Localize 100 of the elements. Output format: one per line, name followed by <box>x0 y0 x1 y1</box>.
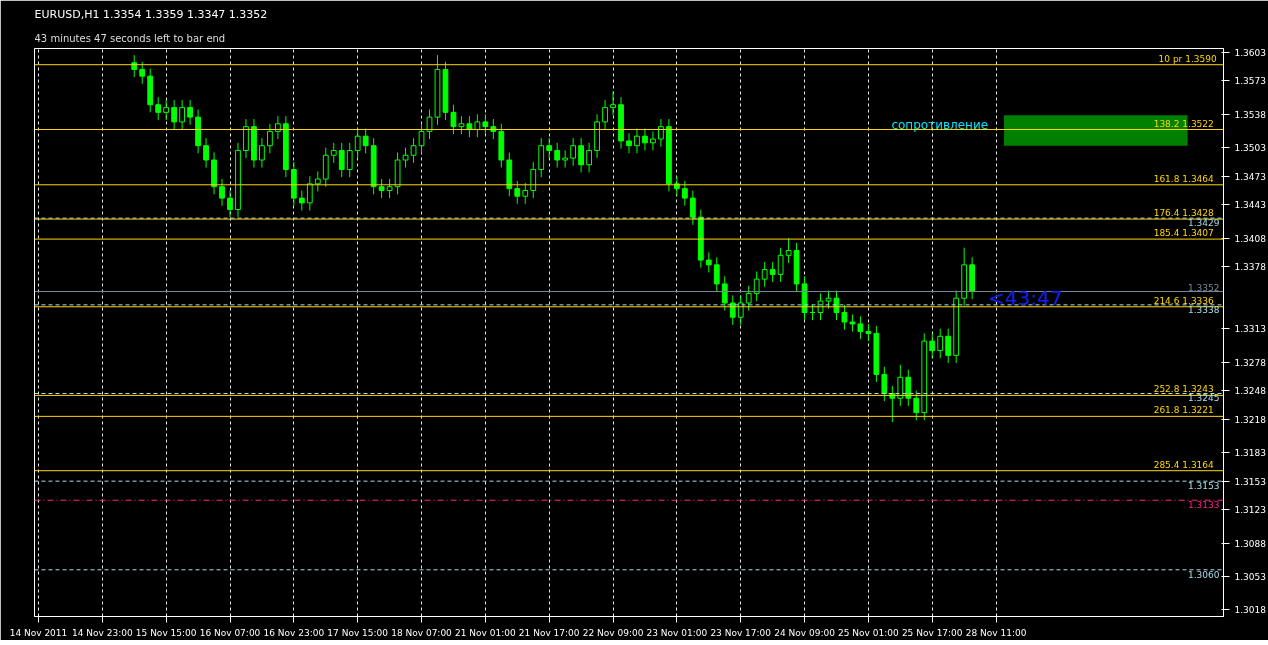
candlestick <box>642 128 648 151</box>
candlestick <box>418 123 425 154</box>
candlestick <box>681 180 688 207</box>
x-tick-label: 14 Nov 2011 <box>9 627 68 638</box>
candlestick <box>729 294 736 326</box>
candlestick <box>857 315 864 340</box>
candlestick <box>570 137 577 167</box>
candlestick <box>219 178 225 207</box>
candlestick <box>610 90 616 116</box>
ref-line-label: 10 pr 1.3590 <box>1158 53 1217 64</box>
candlestick <box>450 104 457 135</box>
ref-line-label: 161.8 1.3464 <box>1153 173 1215 184</box>
candlestick <box>378 178 385 199</box>
candlestick <box>937 328 944 359</box>
x-tick-label: 21 Nov 01:00 <box>455 627 516 638</box>
candlestick <box>602 99 608 131</box>
candlestick <box>530 161 537 199</box>
candlestick <box>362 128 369 154</box>
candlestick <box>538 137 545 178</box>
candlestick <box>131 54 138 78</box>
ref-line-label: 1.3060 <box>1188 569 1220 580</box>
candlestick <box>929 332 936 359</box>
candlestick <box>139 61 146 85</box>
candlestick <box>298 190 305 212</box>
candlestick <box>905 369 912 407</box>
candlestick <box>841 304 848 331</box>
y-tick-label: 1.3378 <box>1234 262 1267 273</box>
candlestick <box>330 142 337 164</box>
candlestick <box>522 182 529 205</box>
candlestick <box>474 113 481 138</box>
candlestick <box>626 132 632 154</box>
y-tick-label: 1.3218 <box>1234 414 1267 425</box>
candlestick <box>721 275 728 312</box>
y-tick-label: 1.3538 <box>1234 109 1267 120</box>
x-tick-label: 17 Nov 15:00 <box>327 627 389 638</box>
candlestick <box>267 123 273 154</box>
x-tick-label: 25 Nov 17:00 <box>901 627 963 638</box>
x-tick-label: 24 Nov 09:00 <box>774 627 836 638</box>
candlestick <box>546 137 553 159</box>
y-tick-label: 1.3018 <box>1234 605 1267 616</box>
ref-line-label: 252.8 1.3243 <box>1153 384 1214 395</box>
x-tick-label: 23 Nov 17:00 <box>710 627 772 638</box>
y-tick-label: 1.3443 <box>1234 200 1266 211</box>
ref-line-label: 185.4 1.3407 <box>1153 228 1214 239</box>
candlestick <box>322 147 329 188</box>
x-tick-label: 23 Nov 01:00 <box>646 627 708 638</box>
y-tick-label: 1.3123 <box>1234 505 1266 516</box>
x-tick-label: 14 Nov 23:00 <box>71 627 133 638</box>
candlestick <box>881 366 888 402</box>
candlestick <box>482 113 489 135</box>
candlestick <box>163 99 170 121</box>
y-tick-label: 1.3313 <box>1234 324 1266 335</box>
x-tick-label: 16 Nov 23:00 <box>263 627 325 638</box>
y-tick-label: 1.3473 <box>1234 171 1266 182</box>
candlestick <box>634 128 640 154</box>
candlestick <box>203 137 209 169</box>
ref-line-label: 214.6 1.3336 <box>1153 295 1215 306</box>
candlestick <box>514 180 521 205</box>
candlestick <box>761 261 768 288</box>
candlestick <box>650 130 656 151</box>
candlestick <box>426 108 433 140</box>
y-tick-label: 1.3603 <box>1234 47 1266 58</box>
candlestick <box>753 271 760 302</box>
candlestick <box>354 128 361 159</box>
ref-line-label: 1.3133 <box>1188 500 1220 511</box>
y-tick-label: 1.3088 <box>1234 538 1267 549</box>
candlestick <box>155 96 162 121</box>
candlestick <box>689 190 696 226</box>
candlestick <box>306 175 313 212</box>
candlestick <box>410 137 417 164</box>
annotation: <43:47 <box>988 285 1063 310</box>
y-tick-label: 1.3278 <box>1234 357 1267 368</box>
x-tick-label: 25 Nov 01:00 <box>838 627 900 638</box>
candlestick <box>458 115 465 135</box>
candlestick <box>705 251 712 273</box>
candlestick <box>713 256 720 293</box>
candlestick <box>745 285 752 312</box>
candlestick <box>227 190 233 218</box>
y-tick-label: 1.3053 <box>1234 571 1266 582</box>
candlestick <box>466 115 473 138</box>
y-tick-label: 1.3153 <box>1234 476 1266 487</box>
ref-line-label: 1.3352 <box>1188 282 1220 293</box>
candlestick <box>785 237 792 264</box>
candlestick <box>338 142 345 178</box>
x-tick-label: 22 Nov 09:00 <box>582 627 644 638</box>
y-tick-label: 1.3503 <box>1234 143 1266 154</box>
y-tick-label: 1.3573 <box>1234 76 1266 87</box>
candlestick <box>346 142 353 178</box>
candlestick <box>945 328 952 364</box>
candlestick <box>314 170 321 192</box>
candlestick <box>554 142 561 169</box>
ref-line-label: 1.3245 <box>1188 393 1220 404</box>
candlestick <box>769 261 776 283</box>
candlestick <box>777 247 784 283</box>
ref-line-label: 176.4 1.3428 <box>1153 208 1215 219</box>
ref-line-label: 1.3429 <box>1188 218 1220 229</box>
candlestick <box>386 178 393 199</box>
candlestick <box>586 142 592 173</box>
ref-line-label: 138.2 1.3522 <box>1153 118 1214 129</box>
ref-line-label: 1.3153 <box>1188 481 1220 492</box>
